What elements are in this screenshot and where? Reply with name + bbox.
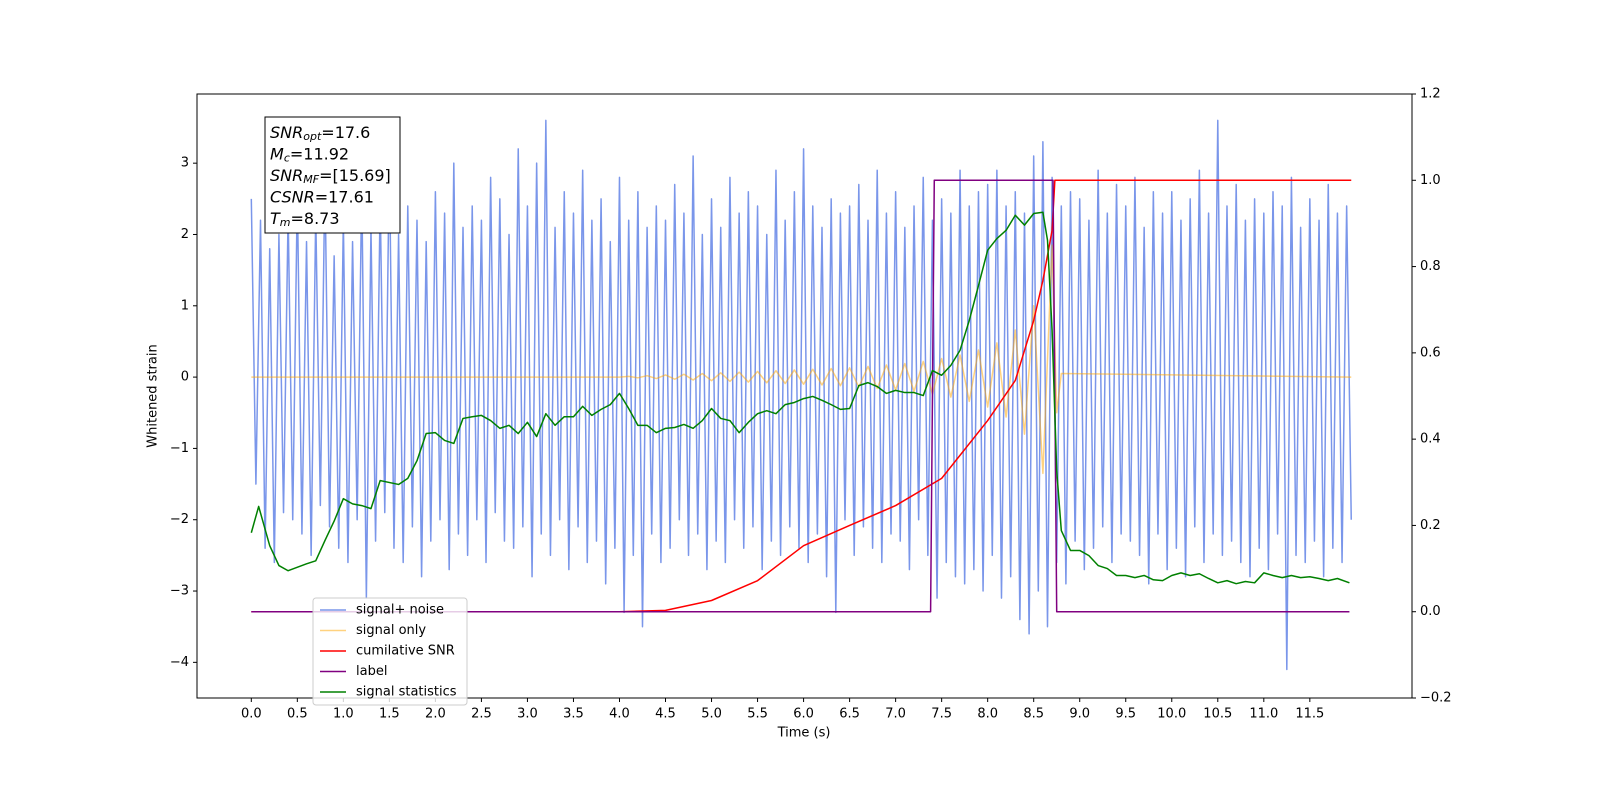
annotation-box [264, 116, 401, 234]
x-tick-label: 1.0 [333, 707, 354, 722]
annotation-symbol: T [270, 209, 281, 228]
y-tick-label: −2 [170, 512, 189, 527]
annotation-subscript: opt [303, 130, 322, 143]
x-tick-label: 9.0 [1069, 707, 1090, 722]
annotation-subscript: m [280, 216, 291, 229]
x-tick-label: 5.0 [701, 707, 722, 722]
y-tick-label: 0 [181, 370, 189, 385]
x-tick-label: 6.0 [793, 707, 814, 722]
legend-label: label [356, 664, 387, 679]
x-tick-label: 10.0 [1157, 707, 1186, 722]
series-line [251, 179, 1352, 613]
x-tick-label: 6.5 [839, 707, 860, 722]
y2-tick-label: 0.4 [1420, 432, 1441, 447]
x-tick-label: 3.0 [517, 707, 538, 722]
y-tick-label: −4 [170, 655, 189, 670]
y-tick-label: −3 [170, 584, 189, 599]
x-tick-label: 11.0 [1249, 707, 1278, 722]
x-tick-label: 4.5 [655, 707, 676, 722]
x-tick-label: 9.5 [1115, 707, 1136, 722]
legend-label: cumilative SNR [356, 644, 455, 659]
y2-tick-label: 0.2 [1420, 518, 1441, 533]
legend-label: signal+ noise [356, 603, 444, 618]
annotation-symbol: SNR [270, 166, 303, 185]
x-tick-label: 11.5 [1295, 707, 1324, 722]
axes-frame [196, 93, 1413, 699]
y-axis-label: Whitened strain [146, 344, 161, 447]
x-axis-label: Time (s) [777, 726, 831, 741]
annotation-value: =17.61 [315, 187, 374, 206]
plot-area [250, 119, 1352, 671]
legend-box [312, 597, 468, 706]
legend-label: signal only [356, 623, 426, 638]
y2-tick-label: 0.0 [1420, 604, 1441, 619]
x-tick-label: 8.0 [977, 707, 998, 722]
annotation-value: =[15.69] [319, 166, 391, 185]
x-tick-label: 5.5 [747, 707, 768, 722]
series-line [251, 179, 1350, 613]
x-tick-label: 3.5 [563, 707, 584, 722]
annotation-subscript: MF [303, 173, 319, 186]
series-line [251, 244, 1352, 475]
y2-tick-label: 1.2 [1420, 87, 1441, 102]
y2-tick-label: 0.6 [1420, 345, 1441, 360]
x-tick-label: 10.5 [1203, 707, 1232, 722]
annotation-line: CSNR=17.61 [270, 187, 374, 206]
y-tick-label: −1 [170, 441, 189, 456]
y2-tick-label: 0.8 [1420, 259, 1441, 274]
annotation-value: =8.73 [291, 209, 340, 228]
annotation-subscript: c [284, 152, 290, 165]
x-tick-label: 7.0 [885, 707, 906, 722]
y-tick-label: 2 [181, 227, 189, 242]
x-tick-label: 1.5 [379, 707, 400, 722]
y2-tick-label: −0.2 [1420, 691, 1452, 706]
y2-tick-label: 1.0 [1420, 173, 1441, 188]
x-tick-label: 4.0 [609, 707, 630, 722]
annotation-line: SNRopt=17.6 [270, 123, 370, 144]
x-tick-label: 7.5 [931, 707, 952, 722]
annotation-value: =11.92 [290, 144, 349, 163]
annotation-value: =17.6 [321, 123, 370, 142]
annotation-line: Tm=8.73 [270, 209, 340, 230]
annotation-line: SNRMF=[15.69] [270, 166, 391, 187]
x-tick-label: 0.5 [287, 707, 308, 722]
y-tick-label: 1 [181, 298, 189, 313]
x-tick-label: 8.5 [1023, 707, 1044, 722]
series-line [250, 211, 1350, 585]
annotation-symbol: SNR [270, 123, 303, 142]
x-tick-label: 2.0 [425, 707, 446, 722]
annotation-symbol: CSNR [270, 187, 315, 206]
annotation: SNRopt=17.6Mc=11.92SNRMF=[15.69]CSNR=17.… [264, 116, 401, 234]
annotation-line: Mc=11.92 [270, 144, 349, 165]
legend-label: signal statistics [356, 685, 457, 700]
annotation-symbol: M [270, 144, 284, 163]
legend: signal+ noise signal only cumilative SNR la… [312, 597, 468, 706]
x-tick-label: 0.0 [241, 707, 262, 722]
series-line [250, 119, 1352, 671]
y-tick-label: 3 [181, 156, 189, 171]
x-tick-label: 2.5 [471, 707, 492, 722]
